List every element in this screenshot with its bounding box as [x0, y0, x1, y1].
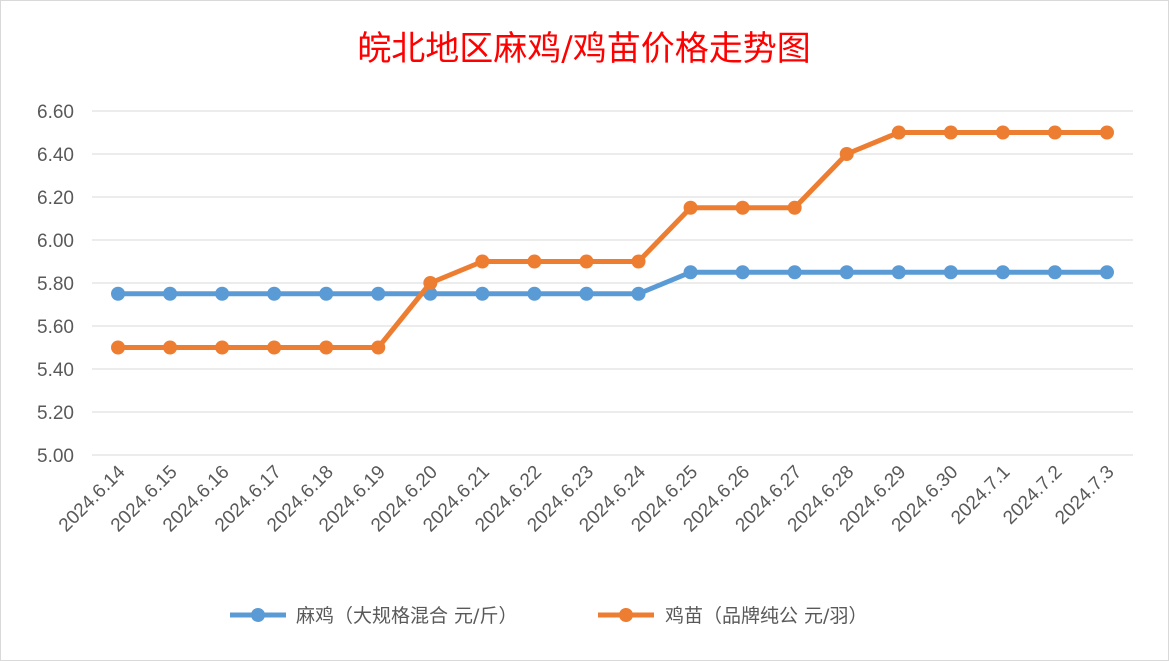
data-point [527, 286, 542, 301]
data-point [215, 340, 230, 355]
data-point [475, 286, 490, 301]
data-point [631, 286, 646, 301]
y-tick-label: 6.00 [37, 231, 74, 252]
y-tick-label: 5.60 [37, 317, 74, 338]
data-point [163, 286, 178, 301]
data-point [735, 200, 750, 215]
data-point [787, 200, 802, 215]
data-point [891, 125, 906, 140]
data-point [163, 340, 178, 355]
data-point [475, 254, 490, 269]
data-point [371, 286, 386, 301]
data-point [735, 265, 750, 280]
series-line [115, 130, 1110, 350]
series-line [115, 269, 1110, 297]
data-point [1047, 125, 1062, 140]
legend-label: 鸡苗（品牌纯公 元/羽） [665, 605, 867, 627]
data-point [111, 286, 126, 301]
legend-entry: 麻鸡（大规格混合 元/斤） [230, 605, 517, 627]
data-point [787, 265, 802, 280]
data-point [527, 254, 542, 269]
data-point [1047, 265, 1062, 280]
data-point [995, 125, 1010, 140]
series-1 [111, 265, 1114, 301]
data-point [319, 286, 334, 301]
y-tick-label: 6.20 [37, 188, 74, 209]
y-tick-label: 5.40 [37, 360, 74, 381]
series-2 [111, 125, 1114, 355]
data-point [683, 265, 698, 280]
data-point [1099, 125, 1114, 140]
data-point [267, 340, 282, 355]
y-tick-label: 6.40 [37, 145, 74, 166]
data-point [267, 286, 282, 301]
y-tick-label: 5.00 [37, 446, 74, 467]
data-point [1099, 265, 1114, 280]
data-point [683, 200, 698, 215]
data-point [631, 254, 646, 269]
legend-swatch-marker [251, 608, 265, 622]
y-tick-label: 6.60 [37, 102, 74, 123]
legend-entry: 鸡苗（品牌纯公 元/羽） [598, 605, 867, 627]
data-point [839, 265, 854, 280]
data-point [371, 340, 386, 355]
y-tick-label: 5.20 [37, 403, 74, 424]
chart-title: 皖北地区麻鸡/鸡苗价格走势图 [357, 29, 810, 69]
data-point [319, 340, 334, 355]
y-tick-label: 5.80 [37, 274, 74, 295]
data-point [995, 265, 1010, 280]
data-point [215, 286, 230, 301]
legend-swatch-marker [619, 608, 633, 622]
data-point [423, 276, 438, 290]
data-point [891, 265, 906, 280]
data-point [943, 265, 958, 280]
data-point [943, 125, 958, 140]
data-point [579, 254, 594, 269]
data-point [111, 340, 126, 355]
data-point [839, 147, 854, 161]
legend-label: 麻鸡（大规格混合 元/斤） [296, 605, 517, 627]
data-point [579, 286, 594, 301]
